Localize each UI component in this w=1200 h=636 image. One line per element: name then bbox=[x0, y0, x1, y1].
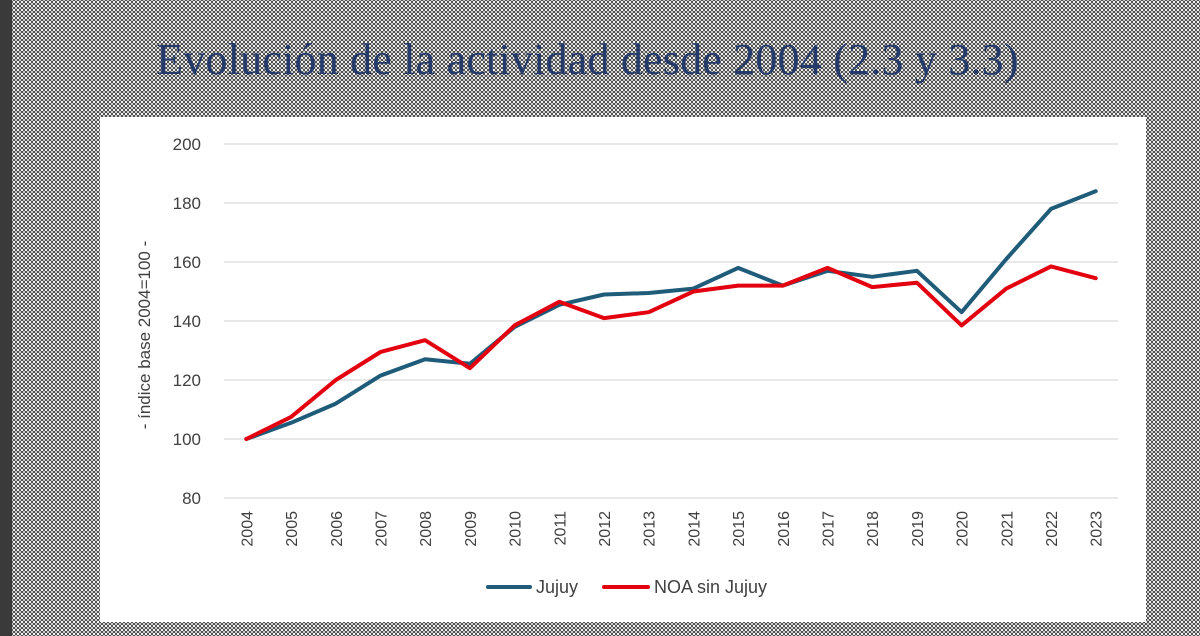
data-point bbox=[1049, 264, 1053, 268]
data-point bbox=[513, 323, 517, 327]
legend-label: NOA sin Jujuy bbox=[654, 577, 767, 597]
data-point bbox=[736, 284, 740, 288]
x-tick-label: 2018 bbox=[865, 511, 882, 547]
x-tick-label: 2021 bbox=[999, 511, 1016, 547]
series-line-noa-sin-jujuy bbox=[244, 264, 1098, 441]
x-tick-label: 2010 bbox=[508, 511, 525, 547]
legend: Jujuy NOA sin Jujuy bbox=[486, 577, 767, 597]
series-lines bbox=[244, 189, 1098, 441]
data-point bbox=[870, 275, 874, 279]
slide-title: Evolución de la actividad desde 2004 (2.… bbox=[156, 35, 1019, 84]
data-point bbox=[647, 291, 651, 295]
x-tick-label: 2009 bbox=[463, 511, 480, 547]
data-point bbox=[960, 323, 964, 327]
x-tick-label: 2022 bbox=[1044, 511, 1061, 547]
data-point bbox=[468, 362, 472, 366]
x-axis-ticks: 2004 2005 2006 2007 2008 2009 2010 2011 2012 2013… bbox=[239, 511, 1105, 547]
data-point bbox=[1004, 257, 1008, 261]
data-point bbox=[1004, 287, 1008, 291]
data-point bbox=[1094, 189, 1098, 193]
x-tick-label: 2011 bbox=[552, 511, 569, 546]
data-point bbox=[870, 285, 874, 289]
series-line-jujuy bbox=[244, 189, 1098, 441]
data-point bbox=[334, 378, 338, 382]
x-tick-label: 2012 bbox=[597, 511, 614, 547]
data-point bbox=[915, 281, 919, 285]
y-tick-label: 180 bbox=[173, 194, 201, 213]
data-point bbox=[423, 357, 427, 361]
data-point bbox=[691, 289, 696, 294]
y-tick-label: 100 bbox=[173, 430, 201, 449]
y-tick-label: 160 bbox=[173, 253, 201, 272]
data-point bbox=[378, 374, 383, 378]
x-tick-label: 2014 bbox=[686, 511, 703, 547]
x-tick-label: 2019 bbox=[910, 511, 927, 547]
x-tick-label: 2023 bbox=[1089, 511, 1106, 547]
data-point bbox=[289, 415, 293, 419]
data-point bbox=[557, 300, 561, 304]
data-point bbox=[468, 366, 472, 370]
data-point bbox=[1094, 276, 1098, 280]
chart-panel: 80 100 120 140 160 180 200 2004 2005 2006 2007 200… bbox=[100, 117, 1146, 622]
x-tick-label: 2005 bbox=[284, 511, 301, 547]
data-point bbox=[244, 437, 248, 441]
y-tick-label: 200 bbox=[173, 135, 201, 154]
x-tick-label: 2016 bbox=[776, 511, 793, 547]
y-axis-ticks: 80 100 120 140 160 180 200 bbox=[173, 135, 201, 508]
data-point bbox=[647, 310, 651, 314]
data-point bbox=[423, 338, 427, 342]
data-point bbox=[602, 316, 606, 320]
data-point bbox=[1049, 207, 1053, 211]
data-point bbox=[334, 402, 338, 406]
y-axis-title: - índice base 2004=100 - bbox=[135, 241, 154, 430]
y-tick-label: 80 bbox=[182, 489, 201, 508]
data-point bbox=[602, 292, 606, 297]
legend-label: Jujuy bbox=[536, 577, 578, 597]
x-tick-label: 2007 bbox=[373, 511, 390, 547]
x-tick-label: 2013 bbox=[642, 511, 659, 547]
gridlines bbox=[224, 143, 1118, 499]
x-tick-label: 2008 bbox=[418, 511, 435, 547]
data-point bbox=[781, 284, 785, 288]
y-tick-label: 120 bbox=[173, 371, 201, 390]
x-tick-label: 2015 bbox=[731, 511, 748, 547]
data-point bbox=[378, 350, 383, 354]
data-point bbox=[915, 269, 919, 273]
data-point bbox=[289, 421, 293, 425]
data-point bbox=[825, 266, 830, 270]
data-point bbox=[736, 266, 740, 270]
y-tick-label: 140 bbox=[173, 312, 201, 331]
x-tick-label: 2020 bbox=[955, 511, 972, 547]
x-tick-label: 2017 bbox=[820, 511, 837, 547]
x-tick-label: 2004 bbox=[239, 511, 256, 547]
data-point bbox=[960, 310, 964, 314]
x-tick-label: 2006 bbox=[329, 511, 346, 547]
slide-left-edge bbox=[0, 0, 12, 636]
